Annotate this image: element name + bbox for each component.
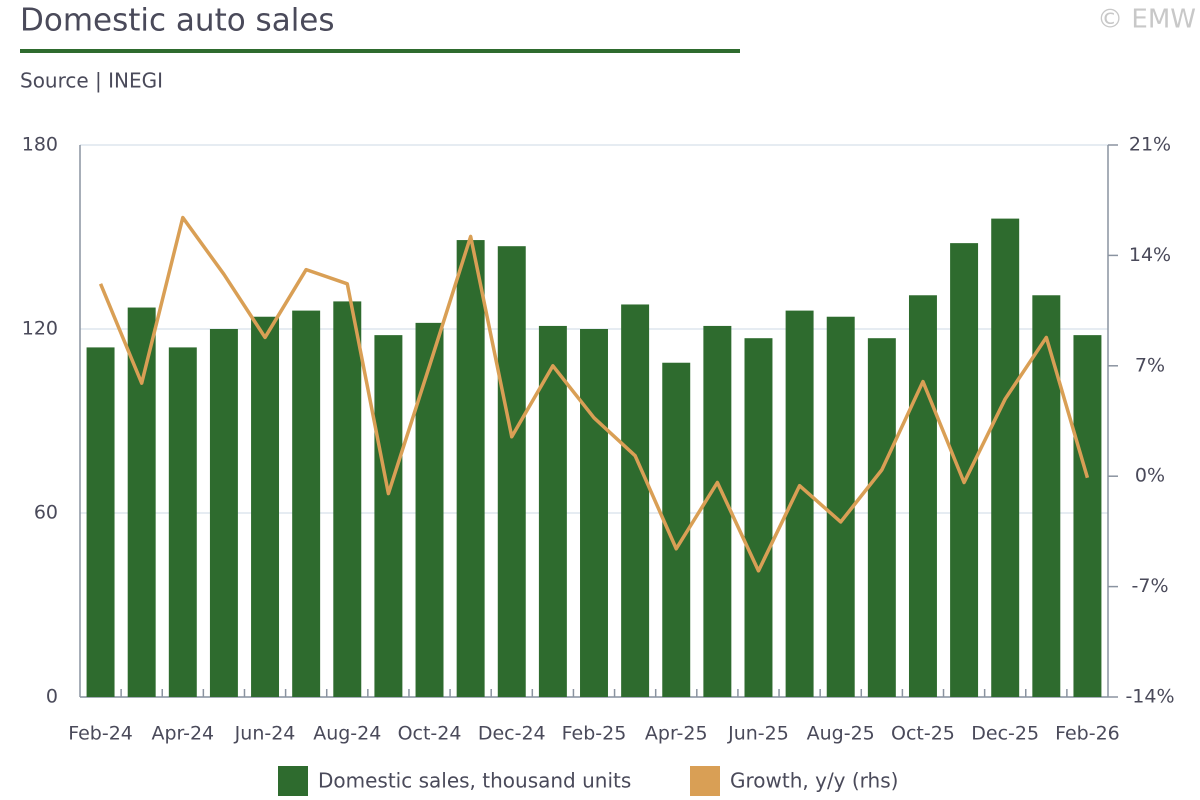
x-tick-label: Apr-25 bbox=[645, 723, 708, 745]
x-tick-label: Feb-25 bbox=[562, 723, 627, 745]
x-tick-label: Jun-25 bbox=[727, 723, 789, 745]
bar bbox=[621, 304, 650, 697]
bar bbox=[908, 295, 937, 697]
bar bbox=[292, 310, 321, 697]
bar bbox=[168, 347, 197, 697]
x-tick-label: Feb-26 bbox=[1055, 723, 1120, 745]
bar bbox=[744, 338, 773, 697]
x-tick-label: Feb-24 bbox=[68, 723, 133, 745]
bar bbox=[826, 316, 855, 697]
bar bbox=[580, 329, 608, 697]
y-tick-label: 120 bbox=[22, 318, 58, 340]
x-tick-label: Dec-24 bbox=[478, 723, 546, 745]
y-tick-label: 180 bbox=[22, 134, 58, 156]
y2-tick-label: -7% bbox=[1132, 575, 1169, 597]
bar bbox=[251, 316, 280, 697]
y-tick-label: 0 bbox=[46, 686, 58, 708]
bar bbox=[333, 301, 362, 697]
bar bbox=[374, 335, 403, 697]
copyright: © EMW bbox=[1097, 5, 1196, 35]
bar bbox=[950, 243, 979, 697]
y2-tick-label: 14% bbox=[1129, 244, 1171, 266]
bar bbox=[1032, 295, 1061, 697]
x-tick-label: Aug-25 bbox=[807, 723, 875, 745]
bar bbox=[991, 218, 1020, 697]
x-tick-label: Aug-24 bbox=[313, 723, 381, 745]
bar bbox=[1073, 335, 1102, 697]
subtitle: Source | INEGI bbox=[20, 69, 163, 93]
bar bbox=[127, 307, 156, 697]
x-tick-label: Oct-25 bbox=[891, 723, 955, 745]
x-tick-label: Dec-25 bbox=[971, 723, 1039, 745]
y2-tick-label: 7% bbox=[1135, 354, 1165, 376]
bar bbox=[415, 322, 444, 697]
y2-tick-label: 21% bbox=[1129, 134, 1171, 156]
chart-title: Domestic auto sales bbox=[20, 3, 335, 39]
line bbox=[98, 215, 1090, 573]
y-tick-label: 60 bbox=[34, 502, 58, 524]
legend-label: Growth, y/y (rhs) bbox=[730, 769, 898, 793]
bar bbox=[497, 246, 526, 697]
bar bbox=[209, 329, 238, 697]
x-tick-label: Jun-24 bbox=[234, 723, 296, 745]
legend-label: Domestic sales, thousand units bbox=[318, 769, 631, 793]
bar bbox=[867, 338, 896, 697]
legend-swatch bbox=[690, 766, 720, 796]
bar bbox=[86, 347, 115, 697]
bar bbox=[703, 325, 732, 697]
x-tick-label: Oct-24 bbox=[398, 723, 462, 745]
bar bbox=[538, 325, 567, 697]
legend-swatch bbox=[278, 766, 308, 796]
x-tick-label: Apr-24 bbox=[151, 723, 214, 745]
bar bbox=[456, 240, 485, 698]
y2-tick-label: 0% bbox=[1135, 465, 1165, 487]
y2-tick-label: -14% bbox=[1125, 686, 1174, 708]
